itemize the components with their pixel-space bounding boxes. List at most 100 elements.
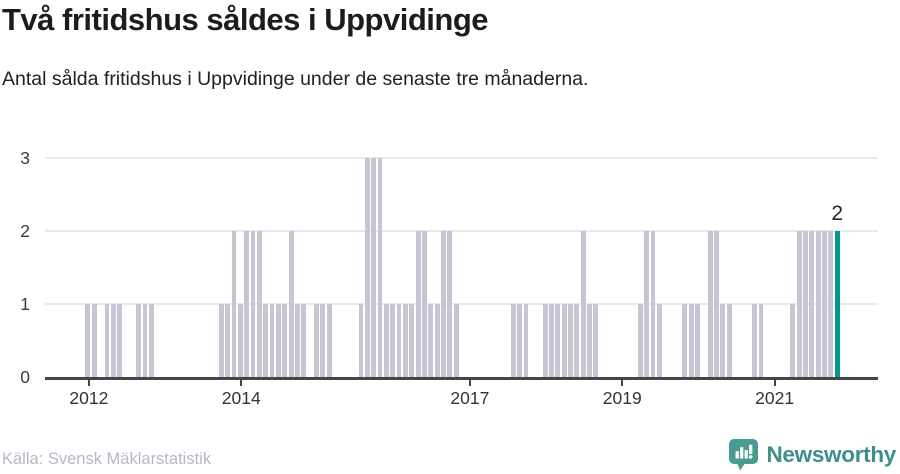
bar xyxy=(434,304,440,377)
bar xyxy=(517,304,523,377)
x-tick xyxy=(621,379,624,386)
bar xyxy=(682,304,688,377)
bar xyxy=(422,231,427,377)
bar xyxy=(790,304,796,377)
x-tick-label: 2012 xyxy=(69,388,109,408)
bar xyxy=(282,304,288,377)
x-tick xyxy=(773,379,776,386)
x-tick-label: 2021 xyxy=(755,388,795,408)
newsworthy-bubble-chart-icon xyxy=(728,438,759,471)
bar xyxy=(409,304,415,377)
bar xyxy=(561,304,567,377)
bar xyxy=(142,304,148,377)
x-tick xyxy=(87,379,90,386)
bar xyxy=(523,304,529,377)
bar xyxy=(396,304,402,377)
chart-subtitle: Antal sålda fritidshus i Uppvidinge unde… xyxy=(2,68,589,90)
bar xyxy=(402,304,408,377)
gridline xyxy=(45,157,878,159)
x-tick-label: 2017 xyxy=(450,388,490,408)
bar xyxy=(815,231,821,377)
bar xyxy=(822,231,827,377)
bar-chart: 0 1 2 3 2012 2014 2017 2019 2021 2 xyxy=(0,140,900,410)
bar xyxy=(218,304,224,377)
x-tick xyxy=(240,379,243,386)
x-tick xyxy=(468,379,471,386)
bar xyxy=(91,304,97,377)
bar xyxy=(269,304,275,377)
bar xyxy=(104,304,110,377)
bar xyxy=(244,231,250,377)
y-tick-label: 0 xyxy=(20,367,30,387)
bar xyxy=(288,231,294,377)
bar xyxy=(85,304,91,377)
y-tick-label: 3 xyxy=(20,148,30,168)
highlight-value-label: 2 xyxy=(831,202,844,225)
y-tick-label: 1 xyxy=(20,294,30,314)
bar xyxy=(275,304,281,377)
bar xyxy=(587,304,592,377)
bar xyxy=(656,304,662,377)
bar xyxy=(453,304,459,377)
gridline xyxy=(45,303,878,305)
bar xyxy=(714,231,719,377)
bar xyxy=(231,231,237,377)
bar xyxy=(644,231,650,377)
bar xyxy=(428,304,434,377)
bar xyxy=(726,304,732,377)
y-tick-label: 2 xyxy=(20,221,30,241)
bar xyxy=(364,158,370,377)
bar xyxy=(320,304,326,377)
bar xyxy=(326,304,332,377)
highlight-bar xyxy=(834,231,840,377)
bar xyxy=(796,231,802,377)
bar xyxy=(568,304,573,377)
bar xyxy=(542,304,548,377)
source-note: Källa: Svensk Mäklarstatistik xyxy=(2,450,212,468)
bar xyxy=(688,304,694,377)
bar xyxy=(383,304,389,377)
bar xyxy=(117,304,123,377)
bar xyxy=(574,304,580,377)
bar xyxy=(256,231,262,377)
bar xyxy=(314,304,319,377)
x-axis-line xyxy=(45,377,878,380)
bar xyxy=(549,304,554,377)
bar xyxy=(371,158,377,377)
bar xyxy=(447,231,453,377)
bar xyxy=(301,304,307,377)
bar xyxy=(390,304,396,377)
bar xyxy=(510,304,516,377)
bar xyxy=(720,304,726,377)
bar xyxy=(415,231,421,377)
bar xyxy=(225,304,231,377)
bar xyxy=(555,304,561,377)
bar xyxy=(758,304,764,377)
bar xyxy=(580,231,586,377)
bar xyxy=(828,231,834,377)
bar xyxy=(250,231,256,377)
newsworthy-wordmark: Newsworthy xyxy=(766,441,896,467)
bar xyxy=(377,158,383,377)
chart-title: Två fritidshus såldes i Uppvidinge xyxy=(2,2,489,37)
bar xyxy=(358,304,364,377)
bar xyxy=(237,304,243,377)
bar xyxy=(707,231,713,377)
bar xyxy=(695,304,700,377)
bar xyxy=(441,231,446,377)
newsworthy-logo: Newsworthy xyxy=(728,438,896,471)
gridline xyxy=(45,230,878,232)
bar xyxy=(650,231,656,377)
bar xyxy=(752,304,758,377)
x-tick-label: 2014 xyxy=(221,388,261,408)
bar xyxy=(295,304,300,377)
bar xyxy=(110,304,116,377)
bar xyxy=(809,231,815,377)
bar xyxy=(637,304,643,377)
bar xyxy=(263,304,269,377)
bar xyxy=(148,304,154,377)
x-tick-label: 2019 xyxy=(602,388,642,408)
bar xyxy=(593,304,599,377)
bar xyxy=(136,304,142,377)
